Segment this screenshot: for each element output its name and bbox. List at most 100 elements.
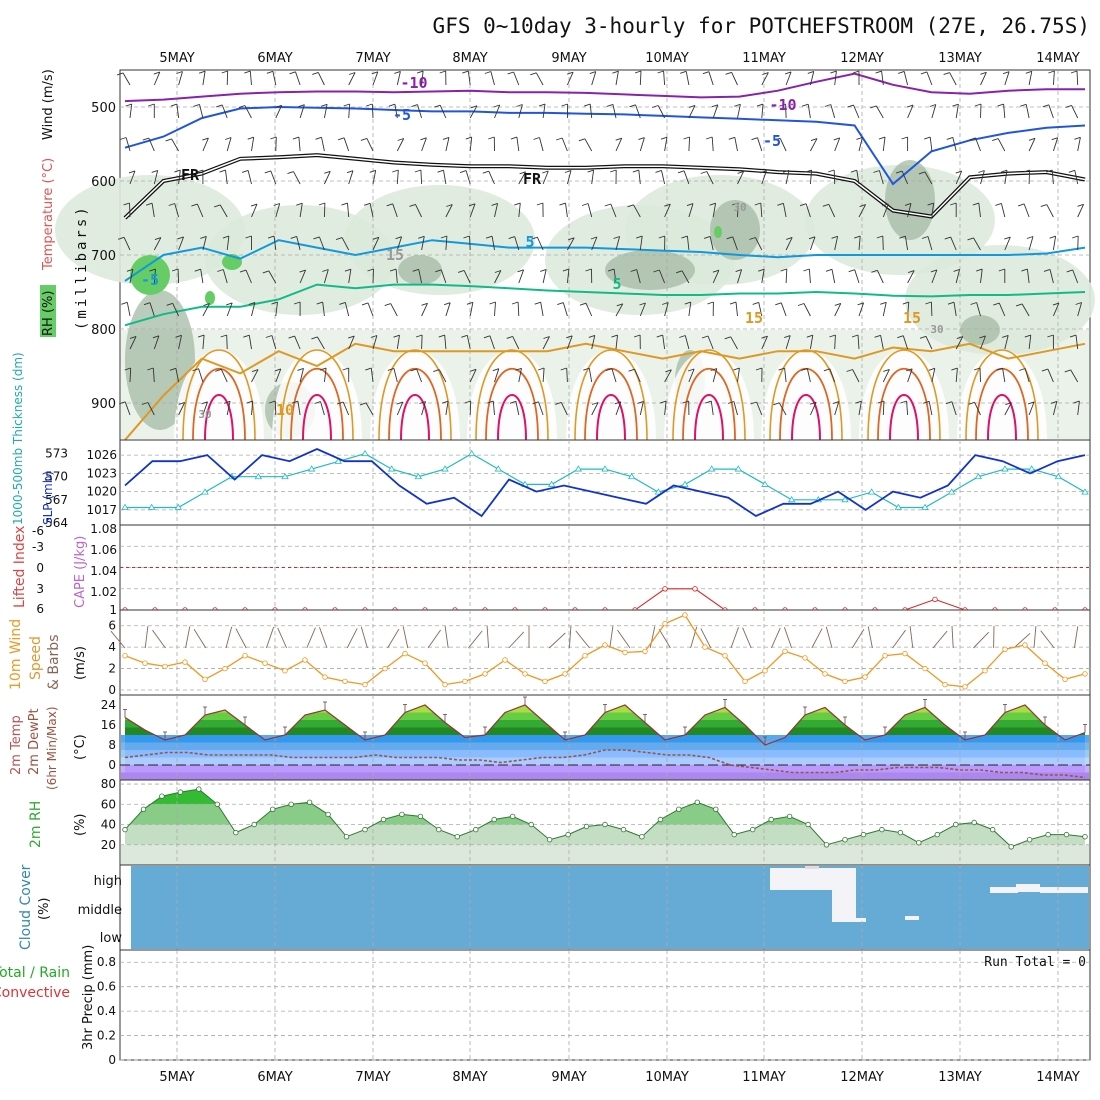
wind-barb-flag <box>978 170 985 173</box>
wind-barb-flag <box>784 335 791 339</box>
wind-barb <box>518 368 522 383</box>
wind-barb-flag <box>880 301 887 305</box>
wind-barb-flag <box>515 367 522 371</box>
contour-label: -5 <box>141 271 159 289</box>
wind-barb <box>980 72 987 86</box>
wind-tick: 0 <box>108 683 116 697</box>
precip-tick: 0.8 <box>97 955 116 969</box>
wind-barb <box>1004 170 1008 185</box>
rh-line-marker <box>602 821 608 828</box>
wind-barb-flag <box>319 367 327 371</box>
wind-barb <box>785 268 788 284</box>
wind-barb-flag <box>318 202 326 206</box>
wind-barb <box>518 203 521 218</box>
wind-barb-flag <box>141 402 149 405</box>
wind-barb <box>980 335 986 350</box>
wind-barb-flag <box>973 367 981 371</box>
wind-barb-flag <box>175 334 182 338</box>
wind-barb-flag <box>1028 137 1036 141</box>
wind-barb <box>371 103 374 119</box>
wind-barb-flag <box>870 105 877 109</box>
wind-barb-flag <box>633 334 641 338</box>
wind-barb <box>591 170 595 185</box>
surface-barb <box>319 627 328 649</box>
wind-barb-flag <box>438 334 445 338</box>
wind-barb-flag <box>418 235 425 239</box>
wind-barb <box>907 302 910 317</box>
wind-barb <box>929 137 933 152</box>
wind-barb <box>737 269 743 284</box>
wind-barb <box>275 368 282 383</box>
cape-tick: 1.06 <box>90 543 117 557</box>
wind-barb-flag <box>511 301 519 305</box>
wind-barb <box>123 237 131 251</box>
wind-barb-flag <box>829 334 836 338</box>
isotherm-line <box>124 72 1085 103</box>
wind-barb <box>639 302 646 317</box>
wind-barb-flag <box>367 268 374 272</box>
wind-barb <box>834 401 840 416</box>
wind-barb-flag <box>517 269 524 273</box>
wind-barb-flag <box>735 269 742 273</box>
wind-speed-marker <box>982 668 988 674</box>
wind-barb-flag <box>534 301 541 305</box>
wind-barb-flag <box>1065 104 1072 108</box>
wind-barb-flag <box>269 400 276 404</box>
wind-speed-line <box>122 612 1088 690</box>
wind-barb <box>809 71 815 86</box>
wind-barb <box>880 335 884 350</box>
wind-barb-flag <box>847 104 854 108</box>
wind-barb-flag <box>945 401 953 405</box>
wind-barb-flag <box>434 104 441 108</box>
wind-barb-flag <box>680 70 687 74</box>
wind-barb <box>931 368 936 383</box>
wind-barb-flag <box>659 400 667 404</box>
wind-barb-flag <box>686 203 694 207</box>
contour-label: -5 <box>393 106 411 124</box>
wind-barb <box>247 170 252 185</box>
wind-speed-marker <box>842 678 848 685</box>
wind-barb-flag <box>874 334 881 338</box>
wind-barb-flag <box>799 203 807 207</box>
wind-barb-flag <box>370 335 378 338</box>
cape-li-panel: -6 -3 0 3 6 1.08 1.06 1.04 1.02 1 Lifted Index CA… <box>12 522 1091 617</box>
wind-barb <box>875 105 884 119</box>
ylabel-slp: SLP (mb) <box>41 471 55 525</box>
wind-barb <box>566 367 568 383</box>
x-date-label-top: 9MAY <box>551 51 586 66</box>
wind-barb-flag <box>536 202 544 206</box>
x-date-label-bottom: 11MAY <box>742 1070 786 1085</box>
wind-barb-flag <box>123 202 130 206</box>
wind-barb <box>129 336 137 350</box>
wind-barb <box>858 401 862 416</box>
ylabel-rh: RH (%) <box>41 291 56 336</box>
temp-band <box>125 727 1085 735</box>
wind-barb <box>512 336 520 350</box>
wind-barb-flag <box>119 137 127 140</box>
surface-barb <box>825 626 833 649</box>
wind-barb-flag <box>437 169 444 173</box>
wind-speed-marker <box>1002 646 1008 652</box>
temp-band <box>125 772 1085 780</box>
wind-barb <box>955 269 961 284</box>
wind-barb-flag <box>360 137 368 141</box>
surface-barb <box>225 626 233 649</box>
rh-line-marker <box>750 826 756 833</box>
ylabel-rh-unit: (%) <box>73 814 88 837</box>
thickness-line-marker <box>281 472 289 480</box>
contour-label: FR <box>523 170 542 188</box>
wind-barb <box>293 171 301 185</box>
wind-barb-flag <box>166 302 173 306</box>
wind-barb-flag <box>899 235 906 239</box>
rh-line-marker <box>473 826 479 833</box>
wind-barb <box>735 302 738 317</box>
wind-barb <box>226 236 230 251</box>
wind-barb-flag <box>149 268 156 272</box>
wind-barb-flag <box>245 235 252 239</box>
wind-barb <box>494 203 499 218</box>
wind-barb-flag <box>630 269 637 272</box>
x-date-label-top: 10MAY <box>645 51 689 66</box>
rh-ticks: 20 40 60 80 <box>101 777 116 852</box>
wind-barb-flag <box>1021 268 1028 272</box>
wind-barb <box>540 302 544 317</box>
